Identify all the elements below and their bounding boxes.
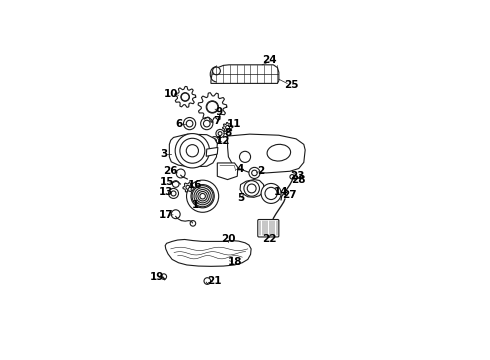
Circle shape xyxy=(171,191,176,196)
Text: 6: 6 xyxy=(175,118,183,129)
Polygon shape xyxy=(198,93,227,121)
Polygon shape xyxy=(183,183,193,192)
Circle shape xyxy=(213,139,217,143)
Text: 26: 26 xyxy=(164,166,178,176)
Polygon shape xyxy=(211,65,279,84)
Circle shape xyxy=(204,278,211,284)
Circle shape xyxy=(252,170,257,176)
Circle shape xyxy=(244,181,259,196)
Text: 22: 22 xyxy=(262,234,276,244)
Text: 17: 17 xyxy=(159,210,174,220)
Text: 23: 23 xyxy=(291,171,305,181)
Circle shape xyxy=(210,136,219,145)
Circle shape xyxy=(216,129,224,138)
Text: 2: 2 xyxy=(257,166,265,176)
Text: 12: 12 xyxy=(216,136,231,146)
FancyBboxPatch shape xyxy=(258,220,279,237)
Circle shape xyxy=(249,167,260,179)
Circle shape xyxy=(186,185,190,189)
Circle shape xyxy=(183,117,196,130)
Circle shape xyxy=(265,187,277,199)
Circle shape xyxy=(206,101,219,113)
Text: 7: 7 xyxy=(214,116,221,126)
Circle shape xyxy=(213,67,220,75)
Text: 4: 4 xyxy=(237,164,245,174)
Circle shape xyxy=(180,138,205,163)
Polygon shape xyxy=(170,134,217,167)
Circle shape xyxy=(225,126,229,130)
Polygon shape xyxy=(227,134,305,173)
Text: 3: 3 xyxy=(160,149,168,159)
Circle shape xyxy=(247,184,256,193)
Circle shape xyxy=(187,180,219,212)
Text: 24: 24 xyxy=(262,55,276,65)
Text: 10: 10 xyxy=(164,89,178,99)
Circle shape xyxy=(290,175,294,179)
Ellipse shape xyxy=(267,144,291,161)
Text: 15: 15 xyxy=(160,177,174,187)
Circle shape xyxy=(190,221,196,226)
Circle shape xyxy=(172,210,180,219)
Circle shape xyxy=(191,185,214,208)
Polygon shape xyxy=(165,239,251,266)
Text: 27: 27 xyxy=(282,190,296,200)
Circle shape xyxy=(161,274,167,279)
Circle shape xyxy=(207,102,218,112)
Text: 20: 20 xyxy=(221,234,236,244)
Text: 13: 13 xyxy=(159,187,173,197)
Circle shape xyxy=(261,184,281,203)
Polygon shape xyxy=(206,148,218,156)
Circle shape xyxy=(181,93,189,101)
Text: 11: 11 xyxy=(227,119,241,129)
Polygon shape xyxy=(217,163,238,180)
Circle shape xyxy=(201,117,213,130)
Text: 16: 16 xyxy=(187,180,202,190)
Text: 8: 8 xyxy=(224,128,231,138)
Circle shape xyxy=(172,181,179,187)
Circle shape xyxy=(240,151,250,162)
Circle shape xyxy=(186,120,193,127)
Polygon shape xyxy=(175,86,196,107)
Text: 9: 9 xyxy=(216,107,223,117)
Circle shape xyxy=(169,188,178,198)
Text: 1: 1 xyxy=(192,199,199,210)
Text: 14: 14 xyxy=(274,187,289,197)
Polygon shape xyxy=(222,122,233,132)
Text: 21: 21 xyxy=(207,276,222,286)
Text: 19: 19 xyxy=(149,273,164,283)
Text: 18: 18 xyxy=(228,257,242,267)
Circle shape xyxy=(181,93,190,101)
Circle shape xyxy=(203,120,210,127)
Text: 5: 5 xyxy=(237,193,244,203)
Text: 28: 28 xyxy=(291,175,305,185)
Circle shape xyxy=(176,169,185,178)
Text: 25: 25 xyxy=(284,80,298,90)
Circle shape xyxy=(186,145,198,157)
Polygon shape xyxy=(240,180,264,197)
Circle shape xyxy=(175,134,210,168)
Circle shape xyxy=(218,132,222,135)
